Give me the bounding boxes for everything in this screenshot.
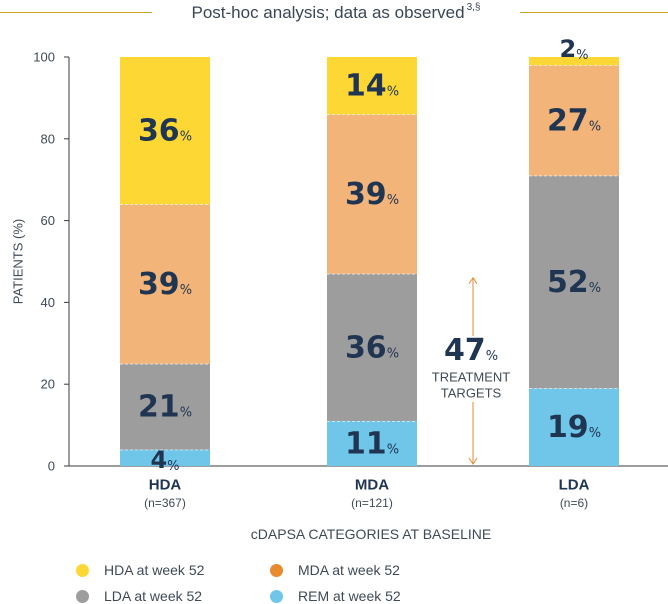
legend-dot-mda — [270, 563, 283, 577]
y-tick-label-80: 80 — [41, 131, 55, 146]
data-label-mda-mda: 39% — [345, 177, 399, 212]
data-label-mda-lda: 36% — [345, 330, 399, 365]
bar-lda-rem — [529, 388, 619, 466]
data-label-hda-mda: 39% — [138, 266, 192, 301]
chart-title: Post-hoc analysis; data as observed 3,§ — [160, 2, 512, 23]
y-tick-label-20: 20 — [41, 377, 55, 392]
legend-item-hda: HDA at week 52 — [76, 562, 204, 578]
data-label-lda-lda: 52% — [547, 264, 601, 299]
y-tick-label-0: 0 — [48, 459, 55, 474]
chart-title-bar: Post-hoc analysis; data as observed 3,§ — [0, 0, 668, 26]
bar-hda-hda — [120, 57, 210, 205]
bar-lda-mda — [529, 65, 619, 176]
legend-dot-hda — [76, 563, 89, 577]
bar-hda-lda — [120, 363, 210, 450]
y-tick-label-40: 40 — [41, 295, 55, 310]
y-axis-label: PATIENTS (%) — [11, 219, 26, 304]
x-tick-label-mda: MDA — [355, 477, 389, 494]
data-label-mda-rem: 11% — [345, 426, 399, 461]
legend-label-rem: REM at week 52 — [298, 588, 401, 604]
annotation-arrowhead-up — [468, 276, 478, 285]
stacked-bar-chart: 0 20 40 60 80 100 PATIENTS (%) 4% 21% 39% 36% HDA (n… — [11, 35, 668, 542]
data-label-lda-hda: 2% — [559, 35, 588, 63]
bar-lda-lda — [529, 175, 619, 389]
bar-hda-rem — [120, 449, 210, 466]
bar-hda-mda — [120, 204, 210, 364]
data-label-hda-hda: 36% — [138, 113, 192, 148]
data-label-mda-hda: 14% — [345, 68, 399, 103]
bar-mda-lda — [327, 273, 417, 422]
data-label-hda-lda: 21% — [138, 389, 192, 424]
data-label-lda-mda: 27% — [547, 103, 601, 138]
x-tick-label-lda: LDA — [559, 477, 590, 494]
legend-label-hda: HDA at week 52 — [104, 562, 205, 578]
annotation-arrowhead-down — [468, 457, 478, 465]
legend-label-lda: LDA at week 52 — [104, 588, 203, 604]
legend-item-rem: REM at week 52 — [270, 588, 401, 604]
x-axis-label: cDAPSA CATEGORIES AT BASELINE — [251, 526, 491, 542]
annotation-text-line1: TREATMENT — [432, 370, 511, 385]
data-label-lda-rem: 19% — [547, 410, 601, 445]
bar-lda-hda — [529, 57, 619, 66]
legend-dot-lda — [76, 589, 89, 603]
chart-title-text: Post-hoc analysis; data as observed — [191, 3, 465, 22]
legend-dot-rem — [270, 589, 283, 603]
title-rule-left — [0, 12, 152, 13]
y-tick-label-60: 60 — [41, 213, 55, 228]
x-tick-n-lda: (n=6) — [560, 496, 588, 510]
x-tick-label-hda: HDA — [149, 477, 182, 494]
x-tick-n-hda: (n=367) — [144, 496, 186, 510]
bar-mda-hda — [327, 57, 417, 115]
annotation-text-line2: TARGETS — [441, 386, 502, 401]
legend-item-lda: LDA at week 52 — [76, 588, 202, 604]
annotation-value: 47% — [444, 333, 498, 368]
legend-label-mda: MDA at week 52 — [298, 562, 400, 578]
x-tick-n-mda: (n=121) — [351, 496, 393, 510]
title-rule-right — [520, 12, 668, 13]
bar-mda-mda — [327, 114, 417, 274]
data-label-hda-rem: 4% — [150, 446, 179, 474]
legend-item-mda: MDA at week 52 — [270, 562, 400, 578]
bar-mda-rem — [327, 421, 417, 466]
chart-title-footnote: 3,§ — [466, 2, 481, 13]
y-tick-label-100: 100 — [33, 50, 55, 65]
